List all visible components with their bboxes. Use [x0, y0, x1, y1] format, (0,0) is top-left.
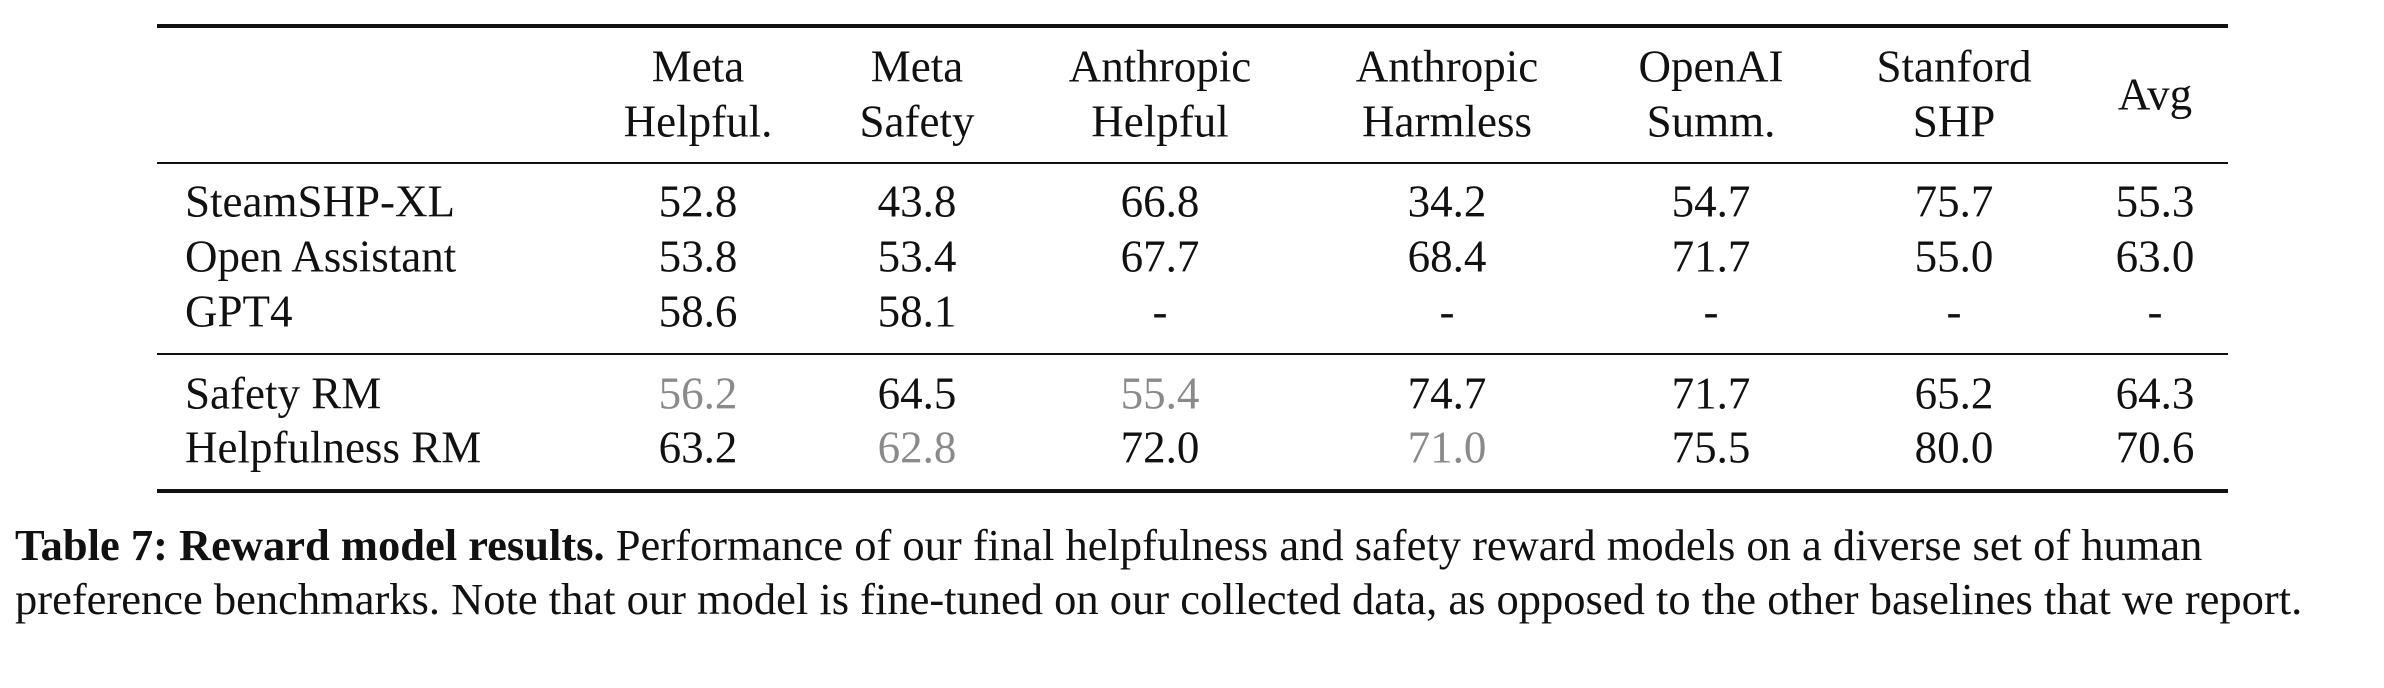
cell-value: 63.2	[658, 422, 738, 473]
cell-value: -	[1703, 286, 1719, 337]
column-header: Meta	[870, 41, 964, 92]
column-header: Helpful.	[623, 96, 773, 147]
caption-text: Performance of our final helpfulness and…	[15, 520, 2303, 624]
cell-value: 80.0	[1914, 422, 1994, 473]
cell-value: 67.7	[1120, 231, 1200, 282]
cell-value: 70.6	[2115, 422, 2195, 473]
cell-value: 58.6	[658, 286, 738, 337]
cell-value: 66.8	[1120, 176, 1200, 227]
row-label: GPT4	[185, 286, 293, 337]
cell-value: -	[1439, 286, 1455, 337]
column-header: Harmless	[1362, 96, 1532, 147]
row-label: Open Assistant	[185, 231, 457, 282]
column-header: Anthropic	[1355, 41, 1539, 92]
cell-value: 52.8	[658, 176, 738, 227]
cell-value: 53.4	[877, 231, 957, 282]
cell-value: 64.5	[877, 368, 957, 419]
row-label: Helpfulness RM	[185, 422, 482, 473]
caption: Table 7: Reward model results. Performan…	[15, 518, 2375, 626]
cell-value: 54.7	[1671, 176, 1751, 227]
row-label: SteamSHP-XL	[185, 176, 455, 227]
column-header: Summ.	[1646, 96, 1776, 147]
cell-value: 43.8	[877, 176, 957, 227]
column-header: Stanford	[1876, 41, 2032, 92]
cell-value: 72.0	[1120, 422, 1200, 473]
cell-value: 68.4	[1407, 231, 1487, 282]
cell-value: 53.8	[658, 231, 738, 282]
cell-value: 34.2	[1407, 176, 1487, 227]
column-header: Helpful	[1091, 96, 1229, 147]
cell-value: 62.8	[877, 422, 957, 473]
column-header: Anthropic	[1068, 41, 1252, 92]
cell-value: 71.0	[1407, 422, 1487, 473]
group-rule	[157, 353, 2228, 355]
cell-value: -	[1152, 286, 1168, 337]
cell-value: 56.2	[658, 368, 738, 419]
column-header: SHP	[1912, 96, 1996, 147]
cell-value: 63.0	[2115, 231, 2195, 282]
cell-value: 65.2	[1914, 368, 1994, 419]
column-header: Avg	[2117, 69, 2193, 120]
cell-value: 64.3	[2115, 368, 2195, 419]
cell-value: 55.4	[1120, 368, 1200, 419]
column-header: Meta	[651, 41, 745, 92]
row-label: Safety RM	[185, 368, 382, 419]
cell-value: 55.0	[1914, 231, 1994, 282]
cell-value: -	[1946, 286, 1962, 337]
cell-value: -	[2147, 286, 2163, 337]
cell-value: 75.7	[1914, 176, 1994, 227]
cell-value: 75.5	[1671, 422, 1751, 473]
cell-value: 58.1	[877, 286, 957, 337]
cell-value: 71.7	[1671, 231, 1751, 282]
caption-label: Table 7: Reward model results.	[15, 520, 605, 570]
cell-value: 55.3	[2115, 176, 2195, 227]
column-header: OpenAI	[1638, 41, 1784, 92]
column-header: Safety	[859, 96, 975, 147]
bottom-rule	[157, 489, 2228, 493]
mid-rule	[157, 162, 2228, 164]
cell-value: 74.7	[1407, 368, 1487, 419]
cell-value: 71.7	[1671, 368, 1751, 419]
top-rule	[157, 24, 2228, 28]
